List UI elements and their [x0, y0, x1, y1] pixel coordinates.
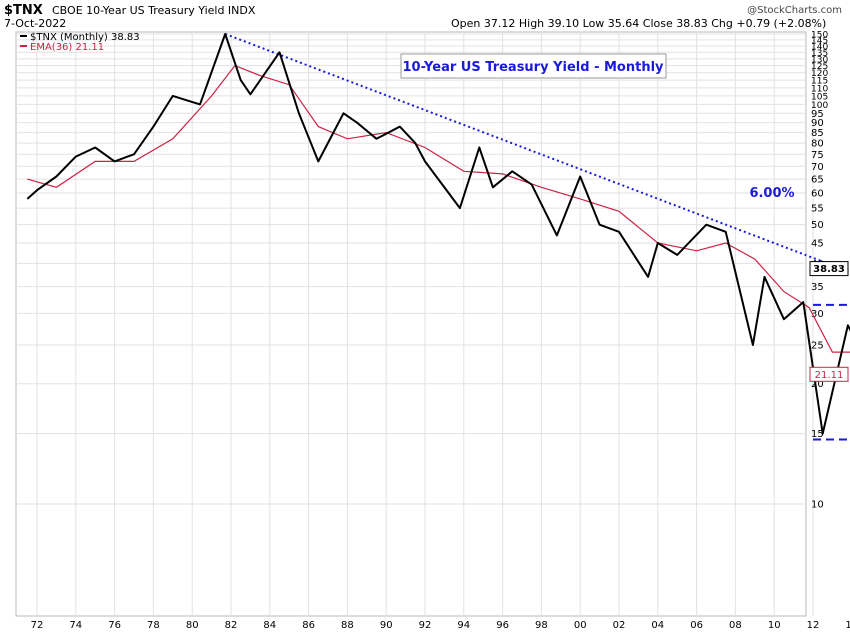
- y-tick-label: 135: [811, 49, 828, 59]
- y-tick-label: 130: [811, 55, 828, 65]
- y-tick-label: 115: [811, 77, 828, 87]
- y-tick-label: 110: [811, 84, 828, 94]
- legend-ema: EMA(36) 21.11: [30, 42, 104, 53]
- ema-tag-text: 21.11: [815, 370, 844, 381]
- x-tick-label: 76: [108, 620, 121, 631]
- y-tick-label: 10: [811, 500, 824, 511]
- x-tick-label: 72: [31, 620, 44, 631]
- grid: [16, 32, 814, 616]
- legend: $TNX (Monthly) 38.83 EMA(36) 21.11: [20, 32, 140, 53]
- x-tick-label: 04: [651, 620, 664, 631]
- x-tick-label: 92: [419, 620, 432, 631]
- x-tick-label: 12: [807, 620, 820, 631]
- y-tick-label: 65: [811, 175, 824, 186]
- ema-tag: [809, 366, 849, 382]
- x-axis: 72 74 76 78 80 82 84 86 88 90 92 94 96 98 00 02 04 06 08 10…: [31, 620, 850, 631]
- y-tick-label: 150: [811, 31, 828, 41]
- y-tick-label: 105: [811, 92, 828, 102]
- y-tick-label: 80: [811, 139, 824, 150]
- watermark: @StockCharts.com: [747, 5, 842, 16]
- downtrend-line: [224, 33, 850, 274]
- y-tick-label: 140: [811, 42, 828, 52]
- y-tick-label: 90: [811, 118, 824, 129]
- legend-price: $TNX (Monthly) 38.83: [30, 32, 140, 43]
- x-tick-label: 10: [768, 620, 781, 631]
- x-tick-label: 74: [69, 620, 82, 631]
- y-tick-label: 55: [811, 204, 824, 215]
- x-tick-label: 14: [845, 620, 850, 631]
- y-tick-label: 60: [811, 189, 824, 200]
- x-tick-label: 80: [186, 620, 199, 631]
- y-tick-label: 35: [811, 282, 824, 293]
- y-tick-label: 15: [811, 429, 824, 440]
- quote-bar: Open 37.12 High 39.10 Low 35.64 Close 38…: [451, 17, 826, 30]
- y-tick-label: 45: [811, 238, 824, 249]
- y-tick-label: 125: [811, 62, 828, 72]
- x-tick-label: 82: [225, 620, 238, 631]
- x-tick-label: 96: [496, 620, 509, 631]
- y-tick-label: 20: [811, 379, 824, 390]
- instrument-name: CBOE 10-Year US Treasury Yield INDX: [52, 4, 256, 17]
- y-tick-label: 30: [811, 309, 824, 320]
- title-box: [400, 53, 667, 79]
- y-tick-label: 100: [811, 101, 828, 111]
- x-tick-label: 06: [690, 620, 703, 631]
- x-tick-label: 78: [147, 620, 160, 631]
- chart-date: 7-Oct-2022: [4, 17, 66, 30]
- y-tick-label: 95: [811, 109, 824, 120]
- chart-title: 10-Year US Treasury Yield - Monthly: [402, 60, 664, 75]
- plot-lines: [26, 33, 850, 441]
- y-tick-label: 25: [811, 340, 824, 351]
- x-tick-label: 02: [613, 620, 626, 631]
- x-tick-label: 08: [729, 620, 742, 631]
- x-tick-label: 98: [535, 620, 548, 631]
- ema-line: [27, 64, 850, 353]
- y-tick-label: 120: [811, 69, 828, 79]
- symbol: $TNX: [4, 3, 43, 18]
- y-tick-label: 85: [811, 128, 824, 139]
- plot-area: [15, 31, 807, 617]
- close-tag: [809, 261, 849, 277]
- y-tick-label: 50: [811, 220, 824, 231]
- price-line: [26, 33, 850, 435]
- x-tick-label: 86: [302, 620, 315, 631]
- x-tick-label: 00: [574, 620, 587, 631]
- close-tag-text: 38.83: [813, 264, 845, 275]
- x-tick-label: 94: [457, 620, 470, 631]
- target-annotation: 6.00%: [749, 186, 794, 201]
- y-tick-label: 75: [811, 150, 824, 161]
- x-tick-label: 84: [263, 620, 276, 631]
- y-tick-label: 70: [811, 162, 824, 173]
- x-tick-label: 90: [380, 620, 393, 631]
- x-tick-label: 88: [341, 620, 354, 631]
- y-tick-label: 145: [811, 36, 828, 46]
